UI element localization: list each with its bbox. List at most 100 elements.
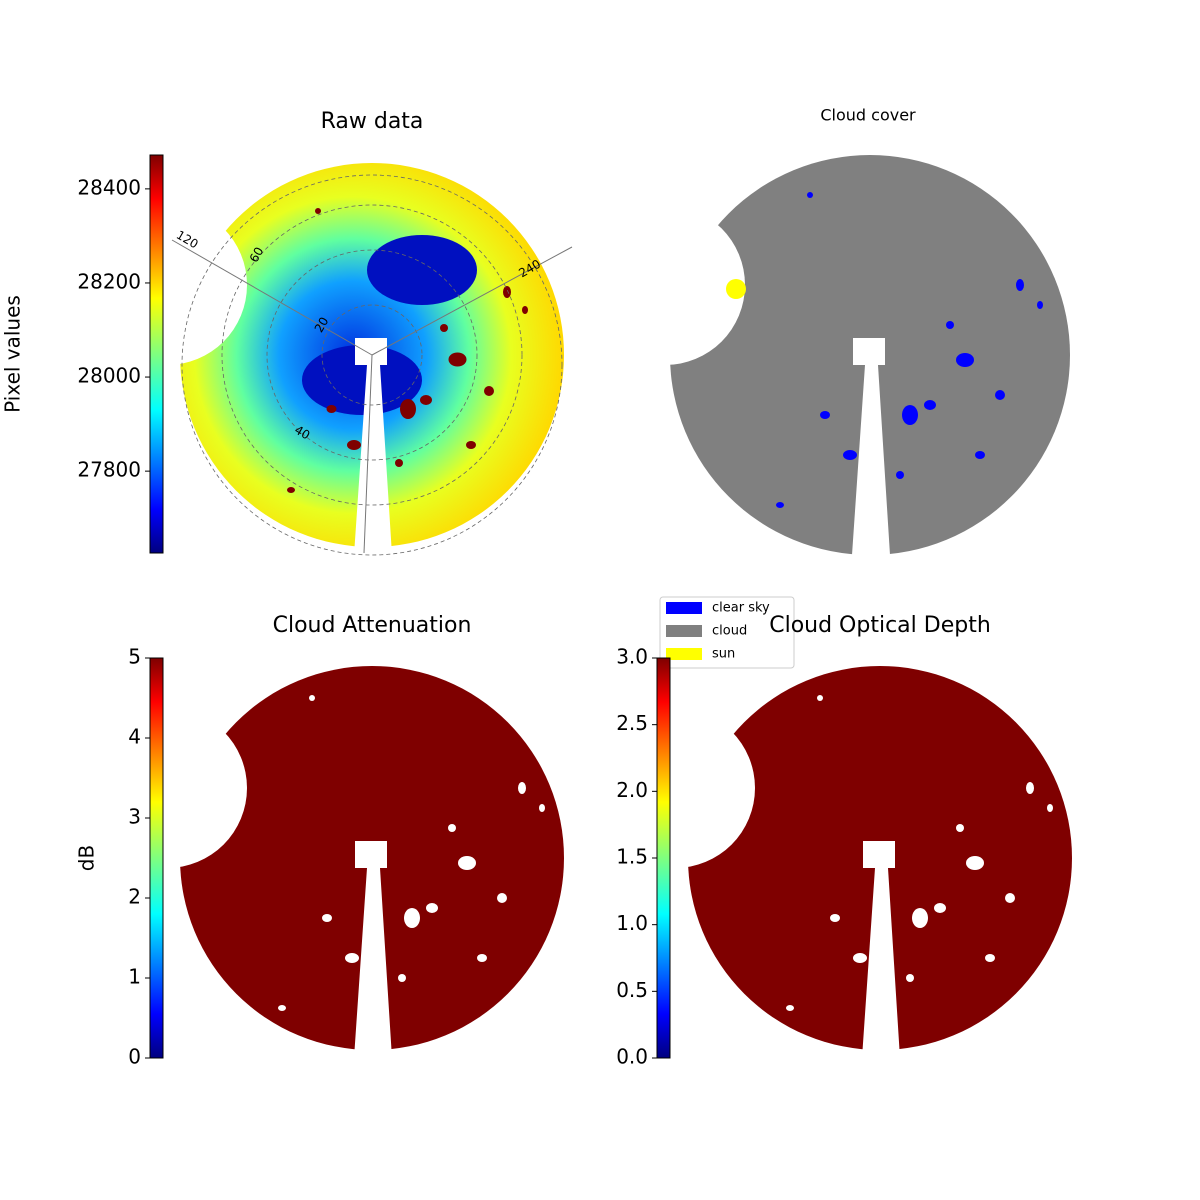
hot-spot xyxy=(287,487,295,493)
image-fill xyxy=(670,155,1070,555)
legend-swatch xyxy=(666,648,702,660)
polar-axis xyxy=(171,239,373,356)
clear-spot xyxy=(477,954,487,962)
clear-spot xyxy=(956,824,964,832)
colorbar-tick-label: 28000 xyxy=(77,364,141,388)
clear-spot xyxy=(995,390,1005,400)
polar-label: 20 xyxy=(312,315,332,335)
clear-spot xyxy=(322,914,332,922)
colorbar-tick-label: 0.5 xyxy=(616,978,648,1002)
clear-spot xyxy=(786,1005,794,1011)
colorbar xyxy=(656,657,671,1059)
clear-spot xyxy=(448,824,456,832)
hot-spot xyxy=(395,459,403,467)
clear-spot xyxy=(985,954,995,962)
clear-spot xyxy=(518,782,526,794)
clear-spot xyxy=(398,974,406,982)
clear-spot xyxy=(539,804,545,812)
clear-spot xyxy=(1026,782,1034,794)
sky-image xyxy=(670,155,1070,555)
hot-spot xyxy=(448,352,467,367)
polar-label: 40 xyxy=(292,423,312,443)
clear-spot xyxy=(1016,279,1024,291)
polar-grid xyxy=(266,249,478,461)
colorbar-tick-label: 27800 xyxy=(77,458,141,482)
colorbar xyxy=(149,154,164,554)
clear-spot xyxy=(912,908,928,928)
hot-spot xyxy=(400,399,416,419)
clear-spot xyxy=(906,974,914,982)
colorbar-tick-label: 4 xyxy=(128,725,141,749)
colorbar-tick-label: 1.0 xyxy=(616,911,648,935)
hot-spot xyxy=(484,386,494,396)
colorbar-tick-label: 0 xyxy=(128,1045,141,1069)
clear-spot xyxy=(345,953,359,963)
colorbar-tick-label: 3 xyxy=(128,805,141,829)
blue-region xyxy=(367,235,477,305)
colorbar-label: Pixel values xyxy=(1,295,25,413)
polar-axis xyxy=(363,354,373,554)
panel-title: Cloud cover xyxy=(820,106,916,125)
legend-swatch xyxy=(666,602,702,614)
sky-image xyxy=(180,666,564,1050)
hot-spot xyxy=(326,405,337,413)
clear-spot xyxy=(966,856,984,870)
clear-spot xyxy=(934,903,946,913)
image-fill xyxy=(688,666,1072,1050)
panel-title: Cloud Attenuation xyxy=(273,613,472,638)
clear-spot xyxy=(946,321,954,329)
legend-label: sun xyxy=(712,647,735,662)
clear-spot xyxy=(843,450,857,460)
colorbar-tick-label: 1 xyxy=(128,965,141,989)
clear-spot xyxy=(426,903,438,913)
clear-spot xyxy=(776,502,784,508)
polar-grid xyxy=(221,204,523,506)
hot-spot xyxy=(503,286,511,298)
polar-grid xyxy=(321,304,423,406)
clear-spot xyxy=(278,1005,286,1011)
sun-marker xyxy=(726,279,746,299)
panel-title: Raw data xyxy=(321,109,424,134)
colorbar-tick-label: 1.5 xyxy=(616,845,648,869)
clear-spot xyxy=(817,695,823,701)
polar-label: 60 xyxy=(247,245,267,265)
hot-spot xyxy=(347,440,361,450)
colorbar-tick-label: 3.0 xyxy=(616,645,648,669)
clear-spot xyxy=(1037,301,1043,309)
clear-spot xyxy=(830,914,840,922)
colorbar xyxy=(149,657,164,1059)
clear-spot xyxy=(807,192,813,198)
image-fill xyxy=(180,666,564,1050)
polar-axis xyxy=(371,246,573,356)
colorbar-tick-label: 2.0 xyxy=(616,778,648,802)
legend-label: clear sky xyxy=(712,601,770,616)
clear-spot xyxy=(896,471,904,479)
polar-grid xyxy=(181,174,563,556)
colorbar-tick-label: 28400 xyxy=(77,175,141,199)
clear-spot xyxy=(309,695,315,701)
colorbar-tick-label: 0.0 xyxy=(616,1045,648,1069)
clear-spot xyxy=(853,953,867,963)
colorbar-tick-label: 28200 xyxy=(77,269,141,293)
hot-spot xyxy=(420,395,432,405)
clear-spot xyxy=(1047,804,1053,812)
sky-image xyxy=(180,163,564,547)
legend-label: cloud xyxy=(712,624,747,639)
legend-swatch xyxy=(666,625,702,637)
clear-spot xyxy=(404,908,420,928)
hot-spot xyxy=(466,441,476,449)
sky-image xyxy=(688,666,1072,1050)
colorbar-tick-label: 5 xyxy=(128,645,141,669)
clear-spot xyxy=(1005,893,1015,903)
colorbar-tick-label: 2.5 xyxy=(616,711,648,735)
clear-spot xyxy=(820,411,830,419)
clear-spot xyxy=(497,893,507,903)
colorbar-label: dB xyxy=(75,845,99,871)
hot-spot xyxy=(522,306,528,314)
hot-spot xyxy=(440,324,448,332)
clear-spot xyxy=(924,400,936,410)
clear-spot xyxy=(975,451,985,459)
clear-spot xyxy=(956,353,974,367)
colorbar-tick-label: 2 xyxy=(128,885,141,909)
